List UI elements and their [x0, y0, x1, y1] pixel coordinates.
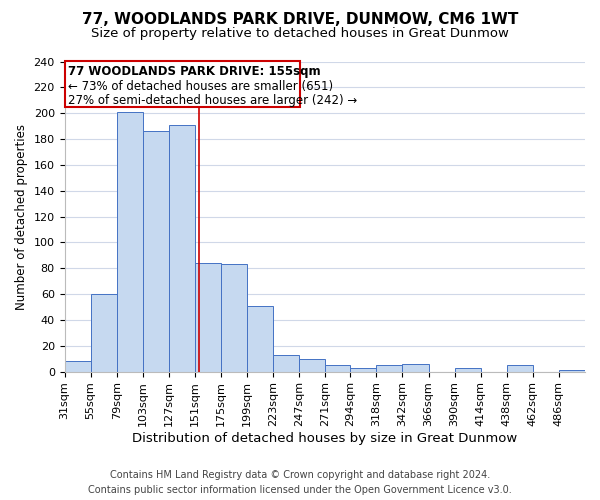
Y-axis label: Number of detached properties: Number of detached properties: [15, 124, 28, 310]
Bar: [169, 125, 195, 372]
Text: ← 73% of detached houses are smaller (651): ← 73% of detached houses are smaller (65…: [68, 80, 333, 92]
Bar: [221, 264, 247, 372]
Bar: [143, 132, 169, 372]
Bar: [65, 362, 91, 372]
Bar: [325, 365, 350, 372]
Bar: [507, 365, 533, 372]
Bar: [455, 368, 481, 372]
Bar: [350, 368, 376, 372]
Text: 27% of semi-detached houses are larger (242) →: 27% of semi-detached houses are larger (…: [68, 94, 357, 107]
Text: 77 WOODLANDS PARK DRIVE: 155sqm: 77 WOODLANDS PARK DRIVE: 155sqm: [68, 66, 320, 78]
Bar: [247, 306, 273, 372]
Bar: [91, 294, 116, 372]
Bar: [376, 365, 403, 372]
Bar: [116, 112, 143, 372]
Text: Size of property relative to detached houses in Great Dunmow: Size of property relative to detached ho…: [91, 28, 509, 40]
Bar: [273, 355, 299, 372]
Bar: [299, 358, 325, 372]
Bar: [559, 370, 585, 372]
X-axis label: Distribution of detached houses by size in Great Dunmow: Distribution of detached houses by size …: [132, 432, 517, 445]
Text: 77, WOODLANDS PARK DRIVE, DUNMOW, CM6 1WT: 77, WOODLANDS PARK DRIVE, DUNMOW, CM6 1W…: [82, 12, 518, 28]
Bar: [65, 62, 301, 106]
Bar: [403, 364, 428, 372]
Bar: [195, 263, 221, 372]
Text: Contains HM Land Registry data © Crown copyright and database right 2024.
Contai: Contains HM Land Registry data © Crown c…: [88, 470, 512, 495]
